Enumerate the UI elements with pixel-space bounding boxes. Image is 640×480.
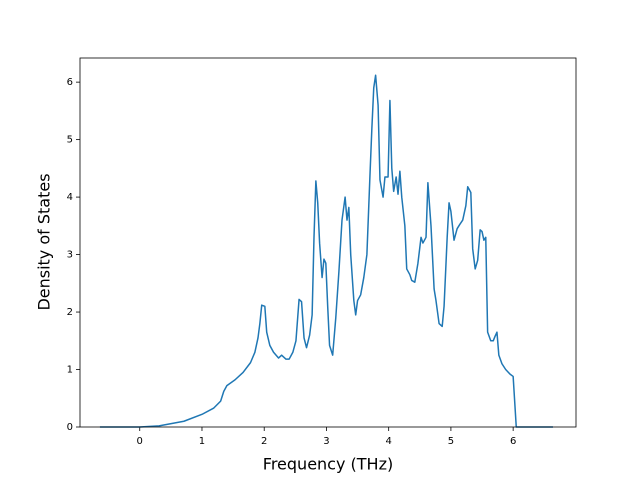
y-tick-label: 2 — [67, 307, 73, 318]
y-tick-label: 6 — [67, 77, 73, 88]
x-tick-label: 5 — [448, 436, 454, 447]
line-series — [99, 74, 553, 428]
y-tick-label: 0 — [67, 422, 73, 433]
y-tick-label: 5 — [67, 135, 73, 146]
y-tick-label: 4 — [67, 192, 73, 203]
y-axis-label: Density of States — [35, 173, 54, 310]
x-tick-label: 4 — [385, 436, 391, 447]
plot-frame — [79, 57, 577, 428]
x-tick-label: 2 — [261, 436, 267, 447]
x-tick-label: 0 — [137, 436, 143, 447]
x-tick-label: 1 — [199, 436, 205, 447]
x-tick-label: 6 — [510, 436, 516, 447]
x-axis-label: Frequency (THz) — [263, 455, 393, 474]
y-tick-label: 1 — [67, 365, 73, 376]
x-tick-label: 3 — [323, 436, 329, 447]
y-tick-label: 3 — [67, 250, 73, 261]
